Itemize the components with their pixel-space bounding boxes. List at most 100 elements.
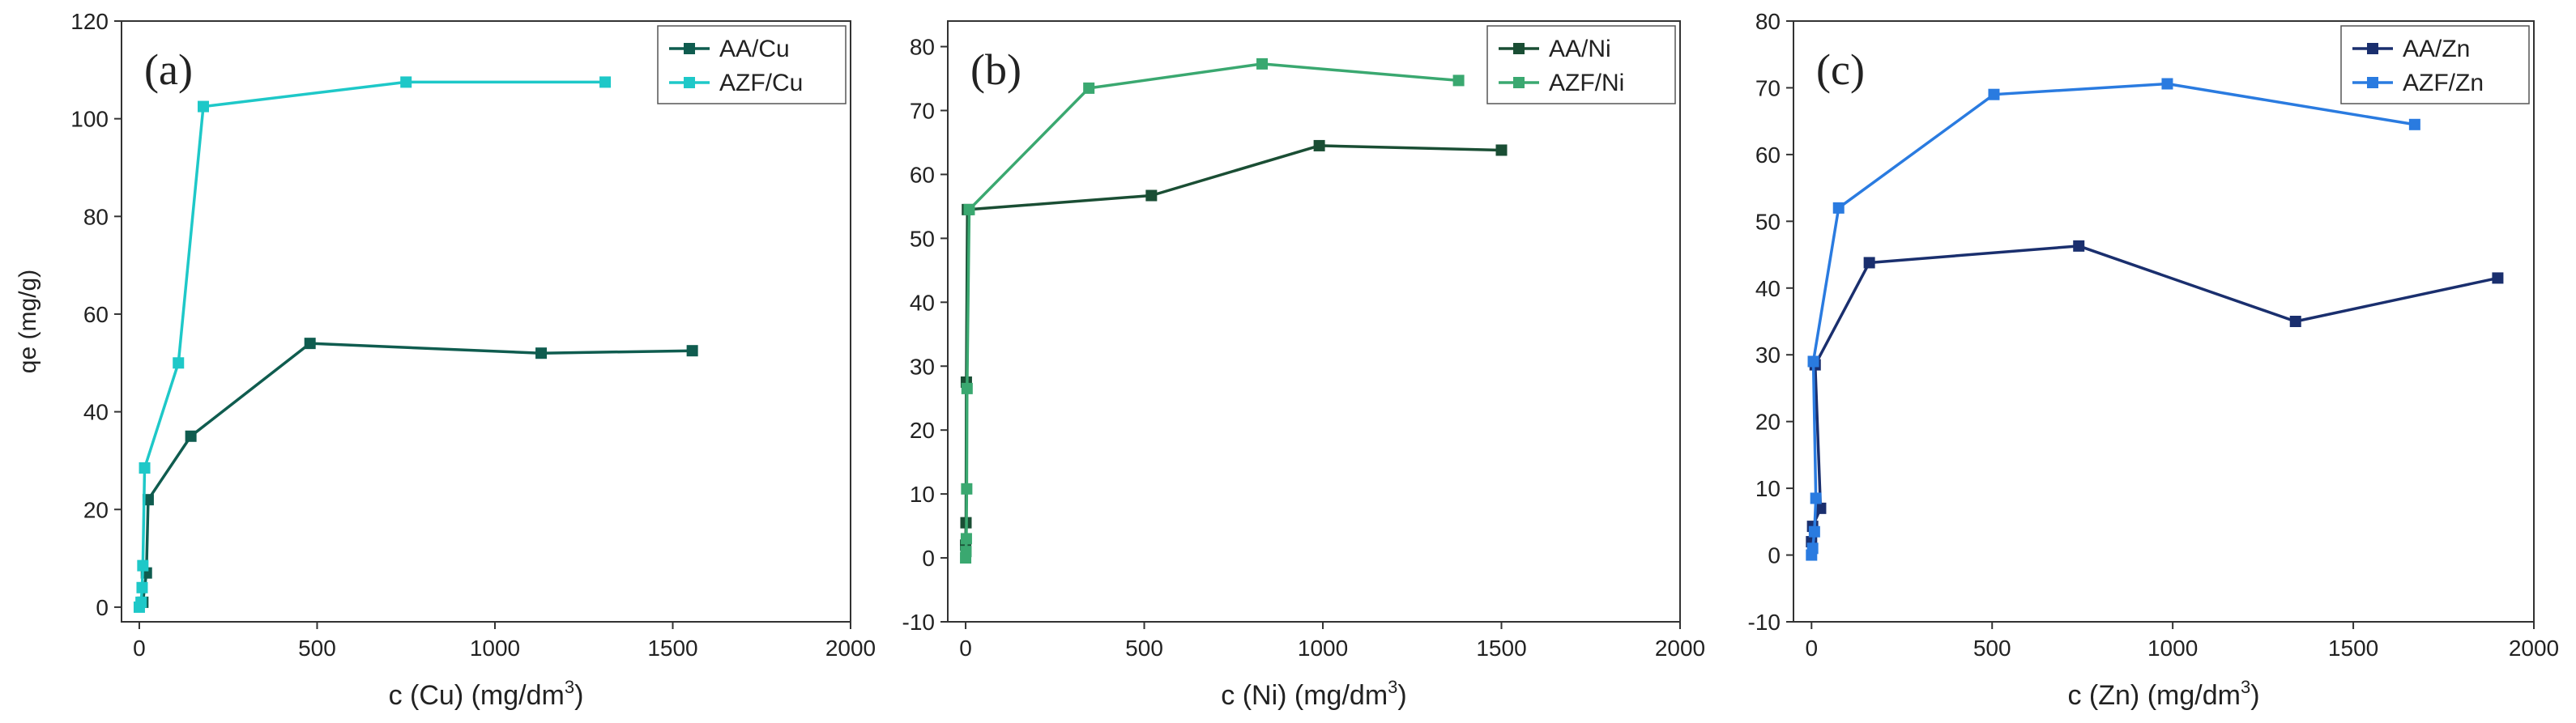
y-tick-label: 10 — [910, 482, 935, 507]
data-point — [1807, 355, 1819, 368]
plot-frame — [121, 20, 851, 623]
legend: AA/Zn AZF/Zn — [2340, 25, 2530, 104]
data-point — [1832, 202, 1845, 214]
series-azf-zn — [1806, 78, 2420, 561]
legend-label: AA/Ni — [1549, 36, 1611, 62]
data-point — [1452, 74, 1465, 87]
panel-label: (c) — [1816, 45, 1865, 94]
y-tick-label: 20 — [83, 497, 109, 522]
data-point — [197, 100, 209, 113]
y-tick-label: 0 — [922, 546, 935, 571]
y-tick-label: 40 — [1755, 276, 1781, 301]
series-aa-ni — [960, 139, 1508, 551]
data-point — [2161, 78, 2173, 90]
series-line — [1810, 245, 2498, 542]
y-tick-label: 50 — [1755, 209, 1781, 234]
data-point — [1863, 257, 1875, 269]
y-tick-label: 60 — [910, 162, 935, 187]
series-line — [964, 144, 1502, 546]
data-point — [304, 338, 316, 350]
x-tick-label: 0 — [1806, 636, 1819, 661]
x-tick-label: 1000 — [470, 636, 520, 661]
y-tick-label: 30 — [910, 354, 935, 379]
data-point — [1313, 139, 1325, 151]
data-point — [1145, 189, 1158, 202]
x-tick-label: 1000 — [1298, 636, 1348, 661]
x-axis-label-end: ) — [574, 680, 583, 711]
series-line — [141, 342, 693, 603]
series-aa-cu — [137, 338, 698, 608]
plot-frame — [947, 20, 1681, 623]
y-tick-label: 80 — [1755, 9, 1781, 34]
y-tick-label: 0 — [1768, 543, 1781, 568]
x-tick-label: 500 — [1973, 636, 2011, 661]
y-tick-label: 30 — [1755, 342, 1781, 368]
y-tick-label: 0 — [96, 595, 109, 620]
data-point — [400, 76, 412, 88]
x-axis-label-end: ) — [1397, 680, 1406, 711]
legend-box — [1486, 25, 1676, 104]
data-point — [599, 76, 612, 88]
y-tick-label: 60 — [83, 302, 109, 327]
data-point — [1810, 492, 1822, 504]
legend-marker — [2367, 43, 2378, 54]
legend-marker — [1513, 43, 1525, 54]
y-tick-label: 70 — [910, 99, 935, 124]
x-tick-label: 1000 — [2147, 636, 2198, 661]
data-point — [2073, 240, 2085, 252]
data-point — [137, 559, 149, 572]
data-point — [960, 546, 972, 558]
y-tick-label: 40 — [83, 400, 109, 425]
series-aa-zn — [1806, 240, 2504, 548]
x-tick-label: 0 — [959, 636, 972, 661]
data-point — [1808, 525, 1820, 538]
x-tick-label: 0 — [133, 636, 146, 661]
data-point — [185, 430, 197, 442]
data-point — [139, 461, 151, 474]
x-axis-label: c (Ni) (mg/dm3) — [1221, 677, 1406, 711]
x-tick-label: 2000 — [2509, 636, 2559, 661]
x-axis-label-main: c (Ni) (mg/dm — [1221, 680, 1388, 711]
y-tick-label: 10 — [1755, 476, 1781, 501]
legend: AA/Ni AZF/Ni — [1486, 25, 1676, 104]
y-axis-label: qe (mg/g) — [15, 270, 41, 373]
y-tick-label: 50 — [910, 226, 935, 251]
x-tick-label: 500 — [298, 636, 336, 661]
legend-box — [657, 25, 847, 104]
series-azf-ni — [960, 57, 1465, 564]
data-point — [1495, 144, 1508, 156]
data-point — [1815, 502, 1827, 514]
x-axis-label: c (Zn) (mg/dm3) — [2067, 677, 2259, 711]
panel-label: (a) — [144, 45, 193, 94]
x-tick-label: 500 — [1125, 636, 1163, 661]
data-point — [963, 203, 975, 215]
y-tick-label: -10 — [902, 610, 935, 635]
y-tick-label: 60 — [1755, 142, 1781, 168]
y-tick-label: 20 — [1755, 410, 1781, 435]
x-tick-label: 1500 — [647, 636, 697, 661]
x-axis-label-end: ) — [2250, 680, 2259, 711]
x-tick-label: 2000 — [825, 636, 876, 661]
data-point — [1988, 88, 2000, 100]
series-line — [964, 62, 1459, 559]
data-point — [2289, 316, 2301, 327]
data-point — [686, 345, 698, 357]
data-point — [135, 596, 147, 608]
series-line — [1810, 82, 2416, 555]
x-axis-label-sup: 3 — [1388, 677, 1397, 697]
panel-a: 0 500 1000 1500 2000 0 20 40 60 80 100 120 c (Cu) (m… — [15, 9, 876, 711]
panel-c: 0 500 1000 1500 2000 -10 0 10 20 30 40 50 60 70 80 c (Z… — [1748, 9, 2560, 711]
x-axis-label-main: c (Cu) (mg/dm — [389, 680, 565, 711]
y-tick-label: 80 — [83, 204, 109, 229]
x-axis-label-sup: 3 — [565, 677, 574, 697]
legend-marker — [684, 43, 695, 54]
data-point — [136, 581, 148, 593]
x-tick-label: 1500 — [1476, 636, 1526, 661]
y-tick-label: 70 — [1755, 75, 1781, 100]
data-point — [173, 357, 185, 369]
series-azf-cu — [133, 76, 612, 613]
x-tick-label: 1500 — [2328, 636, 2378, 661]
legend-label: AZF/Cu — [719, 70, 803, 96]
legend-marker — [1513, 77, 1525, 88]
